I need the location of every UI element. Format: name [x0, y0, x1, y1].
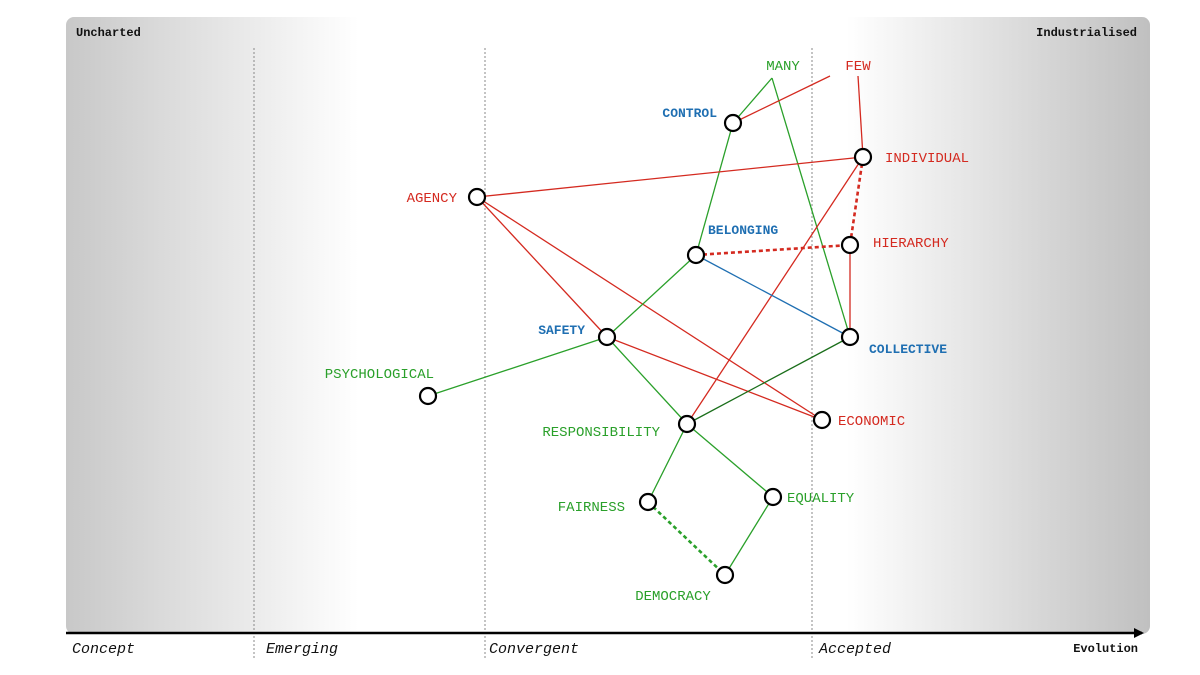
node-label-individual: INDIVIDUAL [885, 151, 969, 167]
link-safety-economic [606, 336, 823, 421]
link-responsibility-fairness [647, 423, 688, 503]
node-few[interactable]: FEW [845, 59, 871, 75]
node-circle-individual[interactable] [853, 147, 873, 167]
link-safety-responsibility [606, 336, 688, 425]
node-circle-hierarchy[interactable] [840, 235, 860, 255]
stage-label-emerging: Emerging [266, 641, 338, 658]
node-label-few: FEW [845, 59, 871, 75]
node-economic[interactable]: ECONOMIC [812, 410, 905, 430]
node-belonging[interactable]: BELONGING [686, 223, 778, 265]
node-label-belonging: BELONGING [708, 223, 778, 238]
link-control-belonging [695, 122, 734, 256]
node-label-agency: AGENCY [407, 191, 458, 207]
node-democracy[interactable]: DEMOCRACY [635, 565, 735, 605]
node-fairness[interactable]: FAIRNESS [558, 492, 658, 516]
stage-label-convergent: Convergent [489, 641, 579, 658]
node-label-democracy: DEMOCRACY [635, 589, 711, 605]
link-many-control [732, 77, 773, 124]
node-label-equality: EQUALITY [787, 491, 855, 507]
link-fairness-democracy [647, 501, 726, 576]
stage-dividers [253, 48, 813, 660]
node-circle-belonging[interactable] [686, 245, 706, 265]
link-belonging-hierarchy [695, 243, 851, 257]
link-individual-hierarchy [848, 156, 865, 246]
link-collective-responsibility [686, 336, 851, 425]
node-label-economic: ECONOMIC [838, 414, 905, 430]
node-circle-control[interactable] [723, 113, 743, 133]
node-many[interactable]: MANY [766, 59, 800, 75]
node-psychological[interactable]: PSYCHOLOGICAL [325, 367, 438, 406]
stage-label-concept: Concept [72, 641, 135, 658]
node-collective[interactable]: COLLECTIVE [840, 327, 947, 357]
link-belonging-safety [606, 254, 697, 338]
link-few-control [732, 75, 831, 124]
link-equality-democracy [724, 496, 774, 576]
node-circle-psychological[interactable] [418, 386, 438, 406]
node-label-collective: COLLECTIVE [869, 342, 947, 357]
node-label-many: MANY [766, 59, 800, 75]
node-circle-economic[interactable] [812, 410, 832, 430]
link-layer [427, 75, 865, 576]
corner-label-industrialised: Industrialised [1036, 26, 1137, 40]
node-individual[interactable]: INDIVIDUAL [853, 147, 969, 167]
node-hierarchy[interactable]: HIERARCHY [840, 235, 949, 255]
node-label-control: CONTROL [662, 106, 717, 121]
node-safety[interactable]: SAFETY [538, 323, 617, 347]
link-responsibility-equality [686, 423, 774, 498]
node-responsibility[interactable]: RESPONSIBILITY [542, 414, 697, 441]
node-circle-agency[interactable] [467, 187, 487, 207]
map-background [66, 17, 1150, 634]
node-label-fairness: FAIRNESS [558, 500, 625, 516]
node-control[interactable]: CONTROL [662, 106, 743, 133]
link-few-individual [857, 75, 864, 158]
axis-title-evolution: Evolution [1073, 642, 1138, 656]
node-layer: MANY FEW CONTROL INDIVIDUAL AGENCY BELONGING H… [325, 59, 969, 605]
node-agency[interactable]: AGENCY [407, 187, 487, 207]
link-belonging-collective [695, 254, 851, 338]
corner-label-uncharted: Uncharted [76, 26, 141, 40]
node-label-safety: SAFETY [538, 323, 585, 338]
stage-label-accepted: Accepted [818, 641, 891, 658]
link-agency-safety [476, 196, 608, 338]
node-label-responsibility: RESPONSIBILITY [542, 425, 660, 441]
node-circle-equality[interactable] [763, 487, 783, 507]
node-equality[interactable]: EQUALITY [763, 487, 855, 507]
node-label-psychological: PSYCHOLOGICAL [325, 367, 434, 383]
link-safety-psychological [427, 336, 608, 397]
node-circle-fairness[interactable] [638, 492, 658, 512]
link-many-collective [771, 77, 851, 338]
node-label-hierarchy: HIERARCHY [873, 236, 949, 252]
link-agency-individual [476, 156, 864, 198]
node-circle-collective[interactable] [840, 327, 860, 347]
node-circle-safety[interactable] [597, 327, 617, 347]
node-circle-democracy[interactable] [715, 565, 735, 585]
node-circle-responsibility[interactable] [677, 414, 697, 434]
